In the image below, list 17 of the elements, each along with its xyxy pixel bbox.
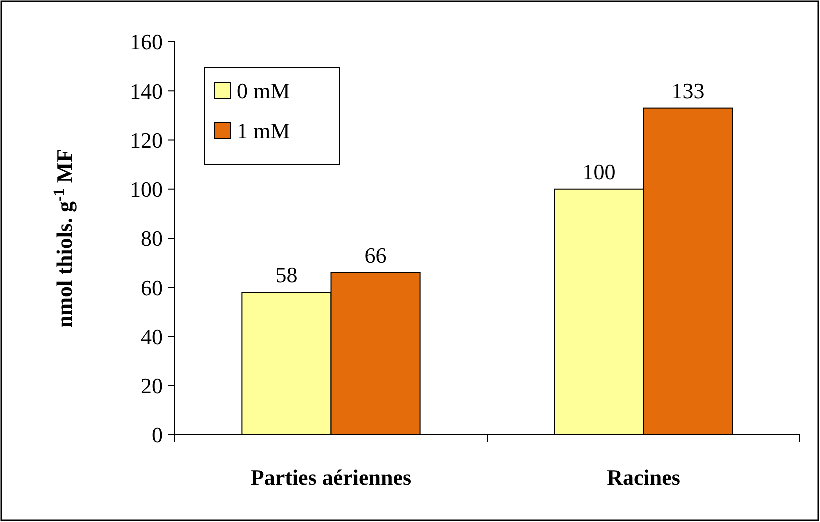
x-tick-label: Racines xyxy=(607,465,681,490)
y-tick-label: 60 xyxy=(141,275,163,300)
legend-label: 1 mM xyxy=(237,118,290,144)
data-label: 133 xyxy=(672,78,705,104)
y-tick-label: 160 xyxy=(130,30,163,55)
y-tick-label: 120 xyxy=(130,128,163,153)
y-tick-label: 140 xyxy=(130,78,163,104)
data-label: 100 xyxy=(582,159,616,184)
data-label: 58 xyxy=(276,262,298,288)
x-tick-label: Parties aériennes xyxy=(250,465,412,490)
y-tick-label: 20 xyxy=(141,374,163,399)
y-tick-label: 100 xyxy=(130,177,163,202)
legend-label: 0 mM xyxy=(237,78,290,104)
data-label: 66 xyxy=(364,242,387,268)
y-tick-label: 80 xyxy=(141,226,163,252)
y-tick-label: 40 xyxy=(141,324,163,350)
y-tick-label: 0 xyxy=(152,422,163,448)
